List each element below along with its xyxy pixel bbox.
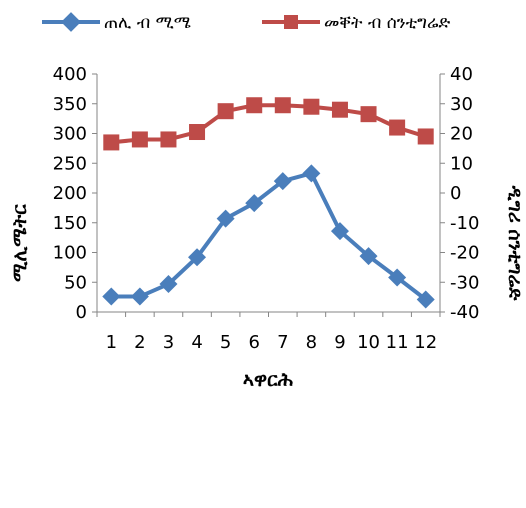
legend-marker-rainfall [61,12,81,32]
x-tick-label: 8 [306,332,317,353]
x-tick-label: 6 [248,332,259,353]
data-point-rainfall [388,268,407,287]
x-axis-title: ኣዋርሕ [243,369,294,391]
y-tick-label: 50 [64,272,87,293]
legend-entry-rainfall: ጠሊ ብ ሚሜ [42,12,191,33]
y-tick-label: 100 [53,243,87,264]
data-point-temperature [189,124,206,141]
y-tick-label: 350 [53,94,87,115]
legend-label-temperature: መቐት ብ ሰንቲግሬድ [324,13,450,33]
y2-tick-label: -10 [450,213,479,234]
series-line-temperature [109,103,428,145]
data-point-temperature [274,97,291,114]
x-tick-label: 9 [334,332,345,353]
data-point-rainfall [302,164,321,183]
legend-marker-temperature [284,15,298,29]
data-point-temperature [160,131,177,148]
data-point-rainfall [416,290,435,309]
data-point-temperature [417,128,434,145]
data-point-rainfall [273,172,292,191]
data-point-rainfall [216,209,235,228]
y2-tick-label: -20 [450,243,479,264]
data-point-temperature [360,106,377,123]
data-point-temperature [131,131,148,148]
y2-tick-label: 30 [450,94,473,115]
x-tick-label: 3 [163,332,174,353]
y-tick-label: 150 [53,213,87,234]
data-point-rainfall [130,287,149,306]
y2-axis-title: ዲግሪ ሰንቲግሬድ [504,185,526,302]
x-tick-label: 2 [134,332,145,353]
y2-tick-label: 40 [450,64,473,85]
x-tick-label: 7 [277,332,288,353]
data-point-temperature [389,119,406,136]
x-tick-label: 5 [220,332,231,353]
x-axis-ticks: 1 2 3 4 5 6 7 8 9 10 11 12 [96,312,441,353]
x-tick-label: 4 [191,332,202,353]
legend-entry-temperature: መቐት ብ ሰንቲግሬድ [262,13,450,33]
legend: ጠሊ ብ ሚሜ መቐት ብ ሰንቲግሬድ [42,12,450,33]
y-tick-label: 400 [53,64,87,85]
y-tick-label: 250 [53,153,87,174]
y2-tick-label: 20 [450,124,473,145]
data-point-rainfall [359,247,378,266]
data-point-temperature [103,134,120,151]
y2-tick-label: 0 [450,183,461,204]
data-point-rainfall [245,194,264,213]
series-layer [102,97,435,309]
series-line-rainfall [109,171,428,302]
data-point-temperature [217,103,234,120]
data-point-rainfall [102,287,121,306]
data-point-temperature [331,101,348,118]
left-axis-ticks: 0 50 100 150 200 250 300 350 400 [53,64,97,323]
x-tick-label: 10 [357,332,380,353]
y2-tick-label: 10 [450,153,473,174]
right-axis-ticks: -40 -30 -20 -10 0 10 20 30 40 [440,64,479,323]
data-point-rainfall [188,248,207,267]
y-tick-label: 200 [53,183,87,204]
data-point-temperature [246,97,263,114]
y-tick-label: 0 [76,302,87,323]
data-point-rainfall [330,222,349,241]
data-point-temperature [303,98,320,115]
data-point-rainfall [159,275,178,294]
legend-label-rainfall: ጠሊ ብ ሚሜ [104,13,191,33]
y-axis-title: ሚሊሜትር [9,204,31,282]
y2-tick-label: -30 [450,272,479,293]
y2-tick-label: -40 [450,302,479,323]
x-tick-label: 1 [106,332,117,353]
x-tick-label: 12 [414,332,437,353]
x-tick-label: 11 [386,332,409,353]
y-tick-label: 300 [53,124,87,145]
